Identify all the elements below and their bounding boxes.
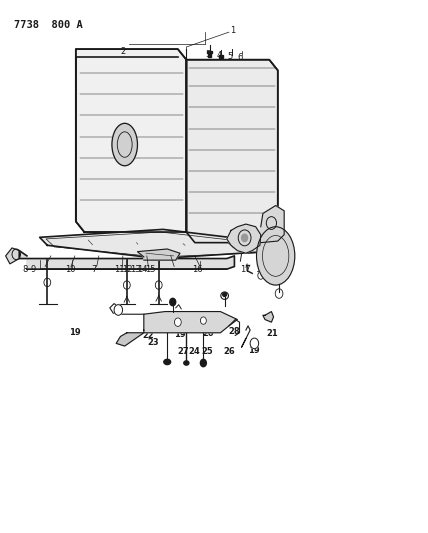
- Circle shape: [200, 359, 206, 367]
- Polygon shape: [6, 248, 19, 264]
- Ellipse shape: [164, 359, 171, 365]
- Text: 23: 23: [147, 338, 159, 347]
- Ellipse shape: [223, 293, 226, 296]
- Bar: [219, 55, 223, 58]
- Text: 15: 15: [145, 265, 155, 274]
- Text: 29: 29: [179, 321, 191, 330]
- Text: 11: 11: [114, 265, 125, 274]
- Text: 27: 27: [177, 347, 189, 356]
- Circle shape: [170, 298, 176, 306]
- Circle shape: [242, 234, 247, 241]
- Text: 19: 19: [69, 328, 81, 337]
- Text: 24: 24: [188, 347, 200, 356]
- Text: 4: 4: [217, 51, 222, 60]
- Circle shape: [200, 317, 206, 324]
- Polygon shape: [261, 206, 284, 243]
- Text: 16: 16: [193, 265, 203, 274]
- Bar: [207, 51, 212, 53]
- Text: 13: 13: [130, 265, 140, 274]
- Bar: [208, 53, 211, 57]
- Text: 10: 10: [65, 265, 75, 274]
- Text: 5: 5: [228, 52, 233, 61]
- Polygon shape: [144, 312, 238, 333]
- Text: 9: 9: [31, 265, 36, 274]
- Circle shape: [175, 318, 181, 326]
- Text: 26: 26: [224, 347, 235, 356]
- Text: 25: 25: [201, 347, 213, 356]
- Polygon shape: [263, 312, 273, 322]
- Polygon shape: [40, 229, 282, 259]
- Text: 7738  800 A: 7738 800 A: [14, 20, 83, 30]
- Polygon shape: [227, 224, 261, 253]
- Circle shape: [250, 338, 259, 349]
- Polygon shape: [186, 60, 278, 243]
- Text: 19: 19: [248, 346, 260, 355]
- Text: 6: 6: [238, 53, 243, 62]
- Polygon shape: [76, 49, 186, 232]
- Text: 1: 1: [231, 26, 236, 35]
- Polygon shape: [19, 251, 235, 269]
- Text: 14: 14: [137, 265, 148, 274]
- Text: 28: 28: [229, 327, 240, 336]
- Text: 17: 17: [240, 265, 250, 274]
- Text: 2: 2: [120, 47, 125, 56]
- Text: 20: 20: [202, 329, 214, 338]
- Text: 7: 7: [92, 265, 97, 274]
- Ellipse shape: [184, 361, 189, 365]
- Text: 22: 22: [143, 331, 155, 340]
- Text: 21: 21: [266, 329, 278, 338]
- Text: 19: 19: [174, 330, 186, 339]
- Text: 12: 12: [122, 265, 133, 274]
- Text: 18: 18: [255, 265, 265, 274]
- Text: 3: 3: [206, 50, 211, 59]
- Polygon shape: [137, 249, 180, 260]
- Text: 8: 8: [22, 265, 27, 274]
- Circle shape: [114, 305, 122, 316]
- Polygon shape: [116, 333, 144, 346]
- Ellipse shape: [112, 123, 137, 166]
- Ellipse shape: [256, 227, 295, 285]
